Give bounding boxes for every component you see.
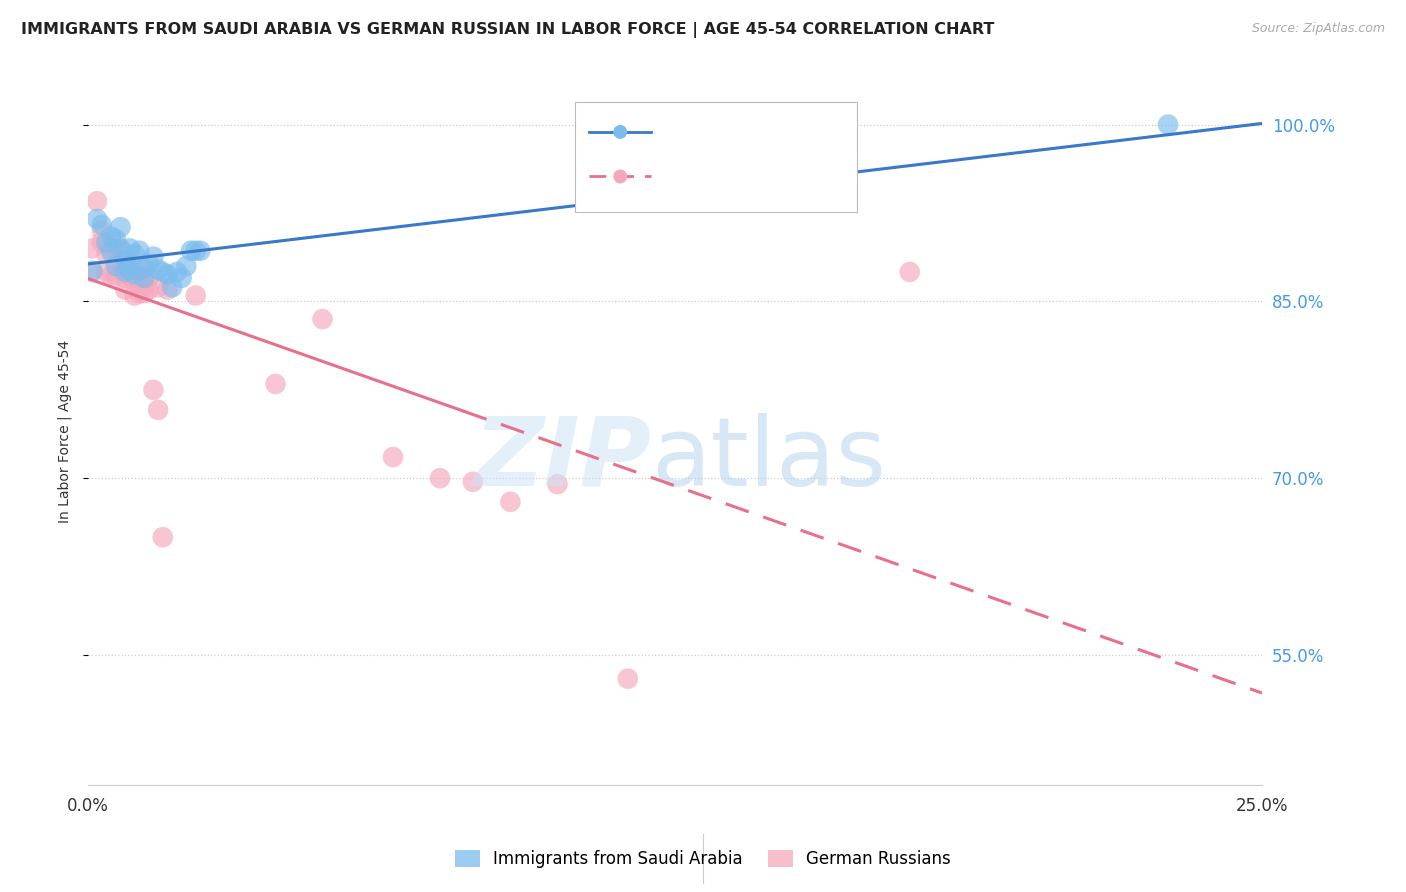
Point [429, 471, 451, 485]
Point [170, 270, 193, 285]
Point [152, 530, 174, 544]
Point [114, 259, 136, 273]
Legend: Immigrants from Saudi Arabia, German Russians: Immigrants from Saudi Arabia, German Rus… [449, 843, 957, 875]
Point [128, 244, 150, 258]
Point [160, 280, 183, 294]
Point [264, 376, 287, 391]
Point [114, 253, 136, 268]
Point [104, 241, 127, 255]
Point [96, 247, 118, 261]
Point [118, 257, 141, 271]
Point [86, 194, 108, 209]
Point [138, 270, 160, 285]
Point [124, 273, 146, 287]
Point [132, 265, 155, 279]
Text: ZIP: ZIP [474, 413, 651, 506]
Point [132, 270, 155, 285]
Point [190, 244, 212, 258]
Point [82, 264, 104, 278]
Point [96, 265, 118, 279]
Point [124, 247, 146, 261]
Point [118, 262, 141, 277]
Point [104, 268, 127, 283]
Point [82, 265, 104, 279]
Point [100, 244, 122, 259]
Point [546, 477, 568, 491]
Text: IMMIGRANTS FROM SAUDI ARABIA VS GERMAN RUSSIAN IN LABOR FORCE | AGE 45-54 CORREL: IMMIGRANTS FROM SAUDI ARABIA VS GERMAN R… [21, 22, 994, 38]
Point [461, 475, 484, 489]
Point [118, 241, 141, 255]
Point [114, 283, 136, 297]
Text: atlas: atlas [651, 413, 886, 506]
Point [100, 229, 122, 244]
FancyBboxPatch shape [575, 103, 856, 211]
Y-axis label: In Labor Force | Age 45-54: In Labor Force | Age 45-54 [58, 340, 72, 523]
Point [110, 220, 132, 235]
Point [184, 244, 207, 258]
Point [118, 268, 141, 283]
Point [114, 265, 136, 279]
Point [617, 672, 640, 686]
Point [499, 495, 522, 509]
Point [156, 283, 179, 297]
Point [138, 283, 160, 297]
Point [146, 280, 169, 294]
Point [90, 224, 112, 238]
Point [132, 286, 155, 301]
Point [114, 270, 136, 285]
Text: R = 0.045   N = 41: R = 0.045 N = 41 [664, 169, 807, 184]
Point [156, 268, 179, 282]
Point [382, 450, 405, 464]
Point [100, 268, 122, 283]
Point [124, 288, 146, 302]
Point [110, 262, 132, 277]
Point [104, 232, 127, 246]
Point [146, 403, 169, 417]
Point [138, 257, 160, 271]
Point [128, 270, 150, 285]
Point [86, 211, 108, 226]
Point [146, 262, 169, 277]
Point [180, 244, 202, 258]
Point [110, 241, 132, 255]
Point [152, 265, 174, 279]
Point [104, 259, 127, 273]
Point [311, 312, 333, 326]
Point [142, 250, 165, 264]
Point [132, 261, 155, 276]
Point [142, 383, 165, 397]
Point [128, 286, 150, 301]
Point [184, 288, 207, 302]
Text: Source: ZipAtlas.com: Source: ZipAtlas.com [1251, 22, 1385, 36]
Point [90, 235, 112, 250]
Point [82, 241, 104, 255]
Point [110, 244, 132, 258]
Point [100, 241, 122, 255]
Text: R = 0.643   N = 32: R = 0.643 N = 32 [664, 124, 807, 139]
Point [124, 268, 146, 282]
Point [96, 235, 118, 250]
Point [1157, 118, 1180, 132]
Point [166, 265, 188, 279]
Point [90, 218, 112, 232]
Point [898, 265, 921, 279]
Point [176, 259, 198, 273]
